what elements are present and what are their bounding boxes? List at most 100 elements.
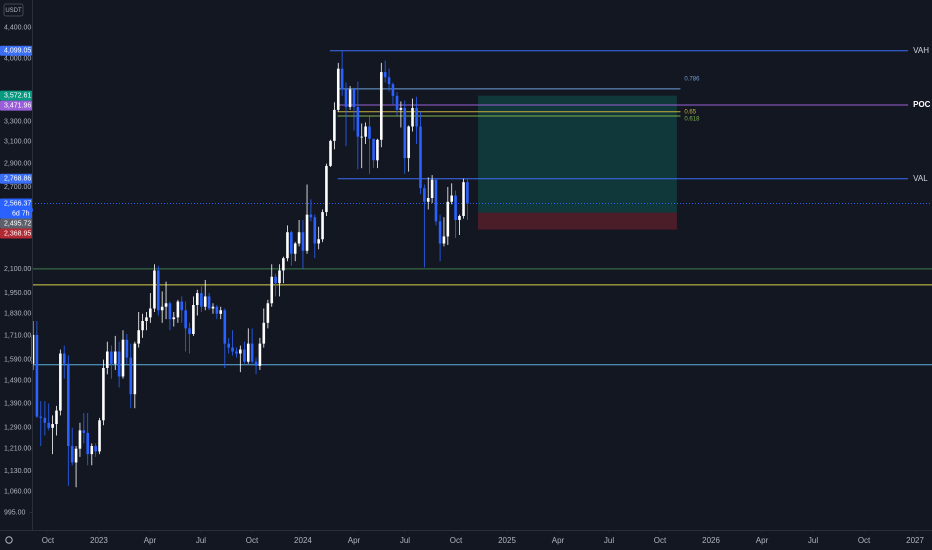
candle-body [137,330,141,344]
y-tick-label: 2,700.00 [4,184,31,191]
candle-body [117,351,121,377]
candle-body [153,270,156,309]
candle-body [133,343,137,395]
candle-body [364,126,367,137]
candle-body [62,353,66,364]
candle-body [383,72,387,78]
candle-body [329,140,332,166]
candle-body [180,301,184,311]
candle-body [262,322,266,344]
candle-body [31,334,35,364]
candle-body [423,188,426,202]
y-tick-label: 1,210.00 [4,446,31,453]
candle-body [98,420,101,452]
candle-body [274,276,277,284]
candle-body [344,89,348,108]
candle-body [145,317,148,321]
candle-body [411,107,414,127]
x-tick-label: 2023 [90,536,108,545]
price-tag [0,100,32,111]
candle-body [399,107,403,110]
candle-body [149,308,152,318]
candle-body [200,293,203,307]
y-tick-label: 1,130.00 [4,468,31,475]
x-tick-label: 2026 [702,536,720,545]
candle-body [59,353,62,411]
candle-body [380,72,383,140]
candle-body [160,306,164,311]
x-tick-label: Apr [756,536,769,545]
x-tick-label: Oct [246,536,259,545]
settings-icon[interactable] [5,536,13,544]
candle-body [215,306,219,314]
candle-body [430,179,434,199]
price-tag-label: 2,768.86 [4,176,31,183]
candle-body [282,258,285,271]
y-tick-label: 4,400.00 [4,25,31,32]
candle-body [254,361,258,366]
price-tag-countdown: 6d 7h [12,210,30,217]
candle-body [74,448,78,463]
y-tick-label: 4,000.00 [4,56,31,63]
candle-body [376,139,379,161]
candle-body [129,357,133,395]
x-tick-label: Oct [654,536,667,545]
candle-body [239,349,242,354]
candle-body [246,343,250,362]
x-tick-label: Apr [348,536,361,545]
candle-body [458,215,461,220]
candle-body [372,138,375,161]
candle-body [301,232,305,251]
candle-body [184,310,187,329]
candle-body [305,214,309,251]
candle-body [188,328,191,335]
candle-body [125,339,129,358]
settings-gear[interactable] [5,536,13,544]
x-tick-label: Jul [808,536,818,545]
candle-body [309,214,313,218]
candle-body [121,339,125,377]
candle-body [391,84,395,96]
candle-body [438,221,442,244]
candle-body [90,446,94,455]
fib-label: 0.618 [684,117,700,123]
candle-body [223,310,227,344]
candle-body [35,334,39,417]
price-tag-label: 2,368.95 [4,230,31,237]
candle-body [195,293,199,305]
x-tick-label: 2024 [294,536,312,545]
candle-body [442,236,446,244]
y-tick-label: 1,290.00 [4,425,31,432]
candle-body [235,351,238,354]
position-target-zone [478,95,677,213]
candle-body [462,182,465,216]
candle-body [340,68,344,90]
y-tick-label: 1,830.00 [4,311,31,318]
fib-label: 0.65 [684,109,696,115]
price-tag [0,228,32,239]
candle-body [94,446,97,452]
candle-body [227,343,230,348]
price-tag [0,198,32,219]
candle-body [203,296,207,307]
candle-body [403,107,407,159]
price-tag-label: 3,471.96 [4,102,31,109]
y-tick-label: 3,300.00 [4,118,31,125]
candle-body [290,232,293,254]
level-label: VAH [913,46,929,55]
candle-body [243,349,246,362]
candle-body [70,446,74,463]
y-tick-label: 1,590.00 [4,356,31,363]
y-tick-label: 1,490.00 [4,378,31,385]
y-tick-label: 1,710.00 [4,333,31,340]
candle-body [454,195,457,220]
x-tick-label: Oct [42,536,55,545]
candle-body [278,270,281,284]
x-tick-label: Apr [552,536,565,545]
candle-body [286,232,289,259]
y-tick-label: 3,100.00 [4,139,31,146]
candle-body [192,304,195,335]
price-tag [0,218,32,229]
candle-body [317,239,320,244]
